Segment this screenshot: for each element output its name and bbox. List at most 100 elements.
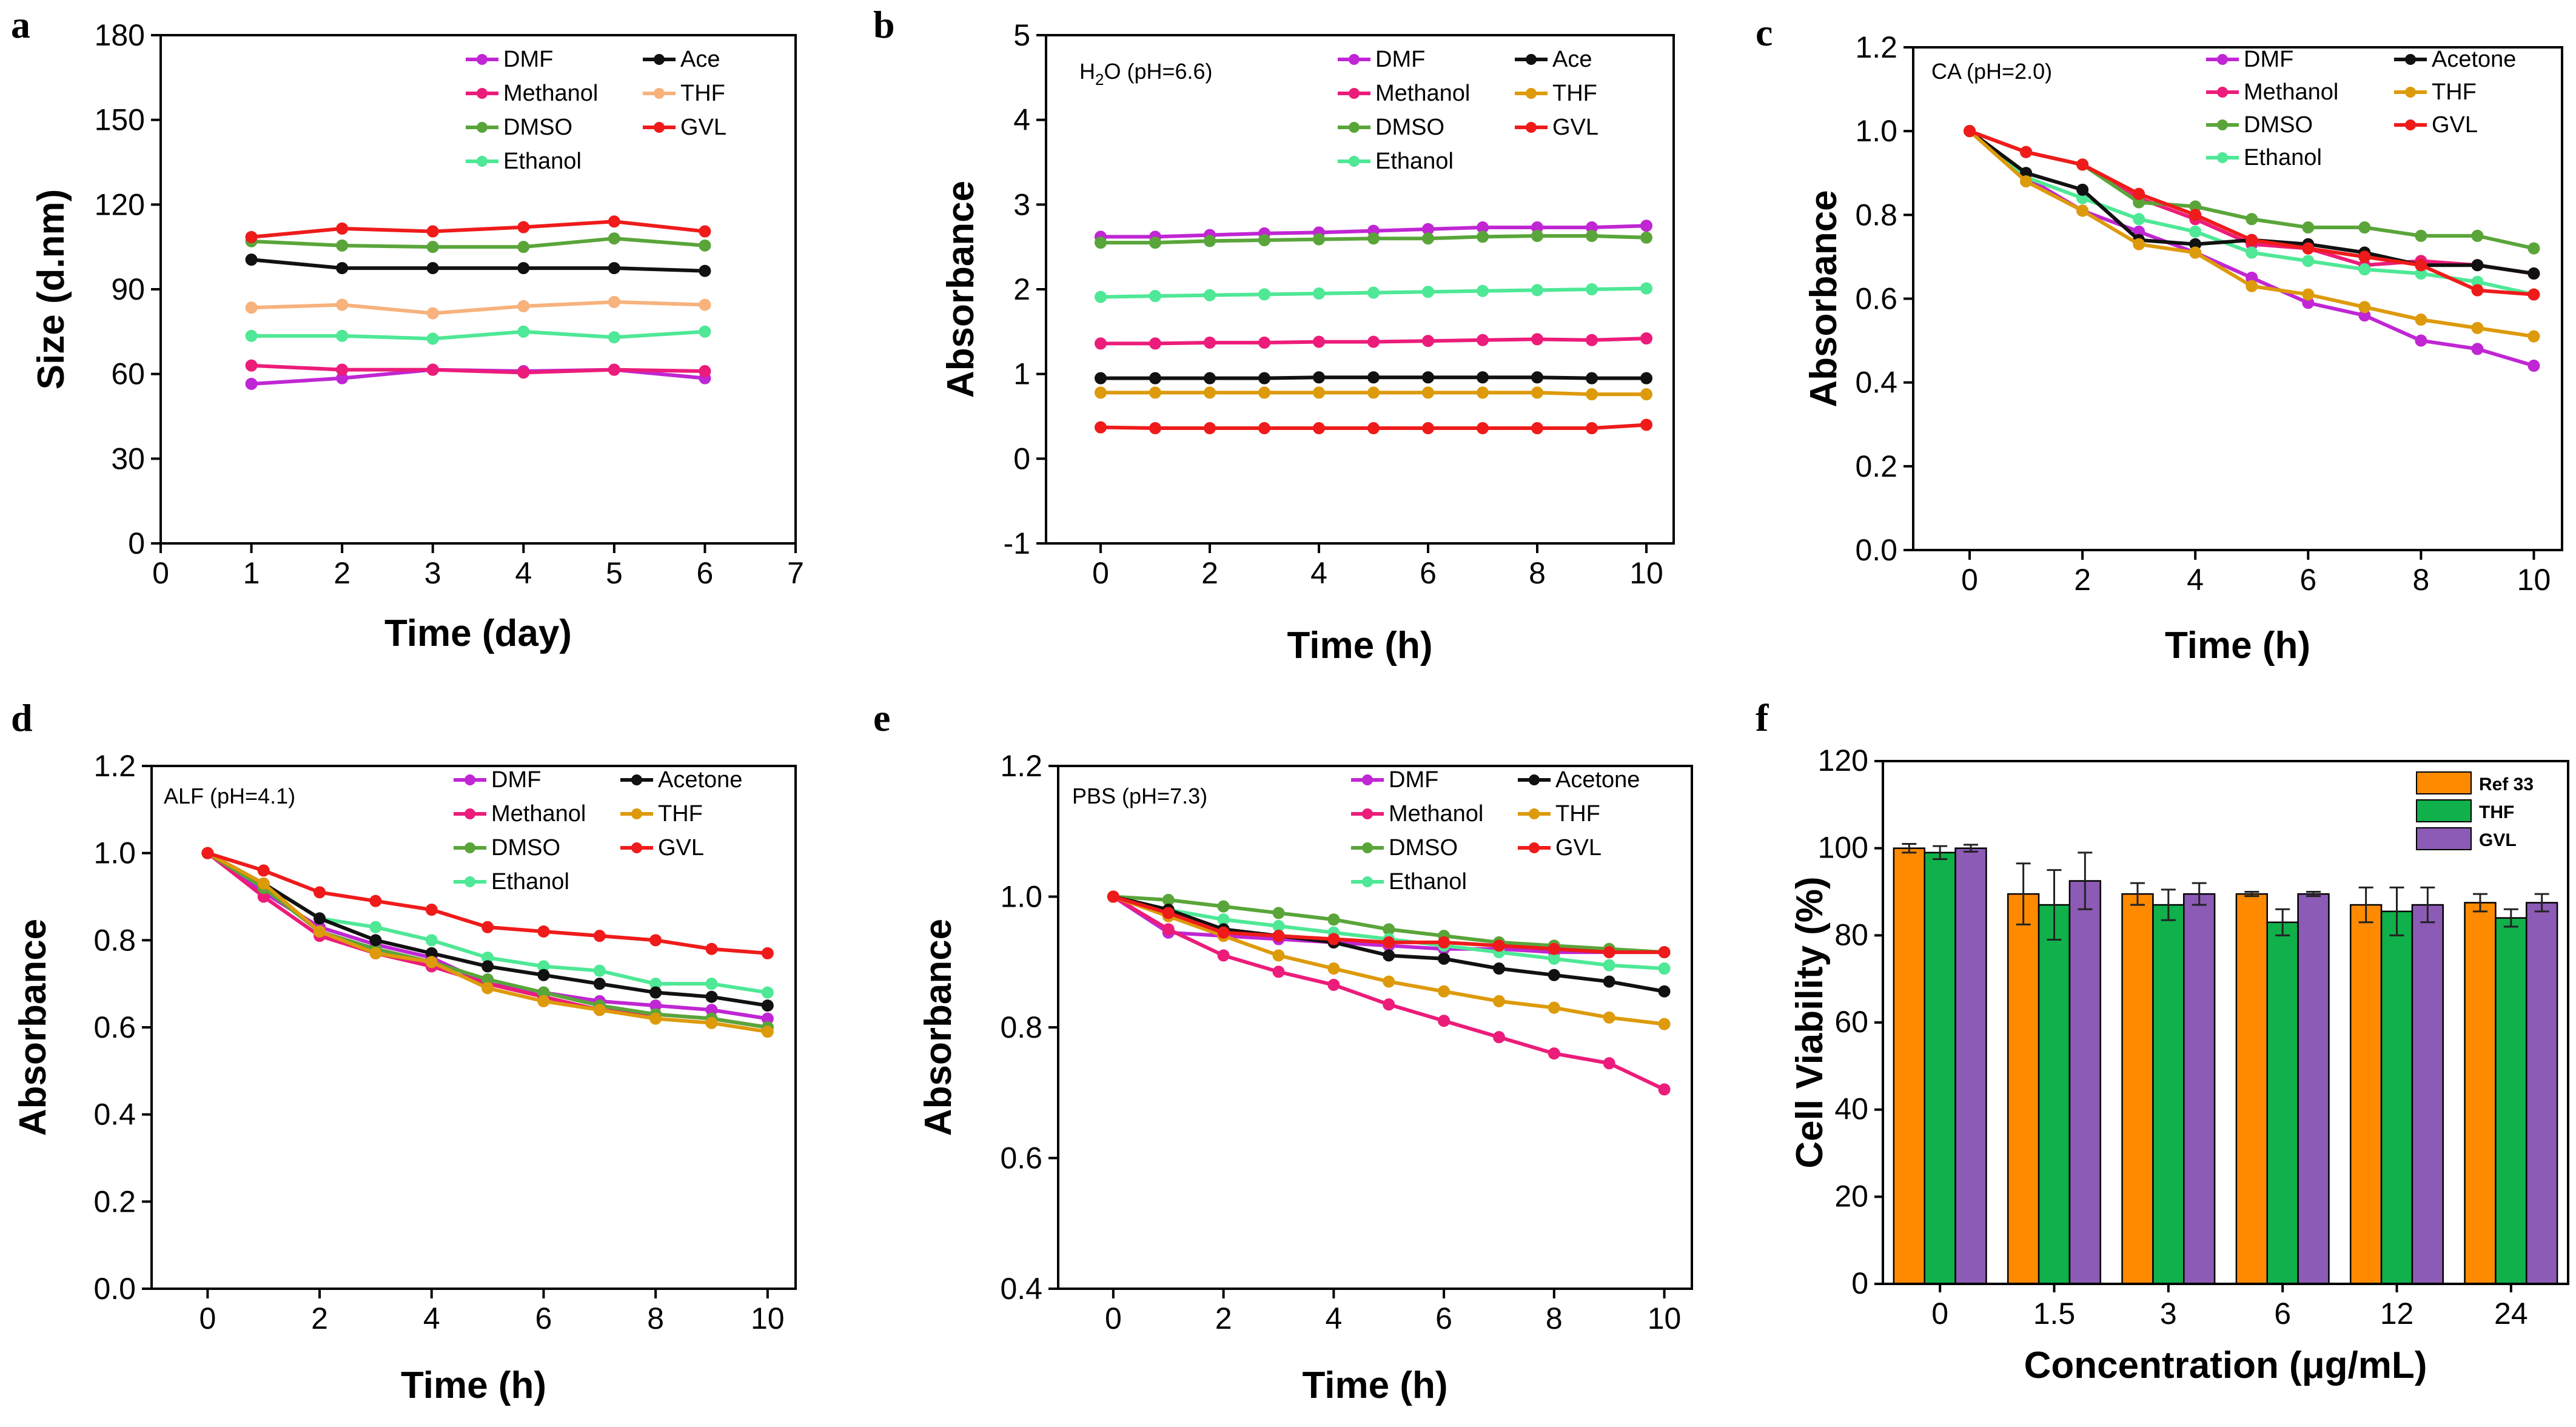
legend-swatch-marker [465, 808, 475, 819]
bar-gvl [2297, 893, 2330, 1285]
data-point [761, 986, 774, 999]
legend-label: DMSO [1375, 115, 1444, 140]
data-point [1149, 237, 1161, 249]
bar-group-0 [1893, 842, 1987, 1285]
y-tick-label: 30 [111, 442, 145, 475]
data-point [1492, 1031, 1505, 1044]
data-point [1258, 422, 1270, 435]
data-point [245, 329, 258, 342]
panel-b: b -1 0 1 2 3 4 5 0 2 4 6 8 10 Time (h) Absorbance H2O (p… [873, 3, 1675, 666]
series-methanol [201, 847, 774, 1033]
legend-item-dmf: DMF [1351, 767, 1438, 793]
legend-label: DMF [1375, 47, 1425, 72]
legend-swatch-marker [1529, 808, 1540, 819]
x-tick-label: 0 [199, 1301, 216, 1335]
x-tick-label: 4 [515, 556, 532, 590]
data-point [517, 221, 530, 233]
legend-swatch-marker [2405, 87, 2416, 98]
legend-label: Ref 33 [2479, 774, 2534, 794]
legend-label: DMSO [1389, 835, 1458, 861]
data-point [1531, 422, 1543, 435]
panel-letter: b [873, 3, 895, 46]
data-point [608, 331, 620, 344]
data-point [369, 947, 382, 959]
data-point [1964, 125, 1976, 138]
data-point [1640, 418, 1652, 431]
legend-item-acetone: Acetone [1518, 767, 1640, 793]
y-tick-label: 5 [1013, 18, 1030, 52]
data-point [1204, 235, 1216, 247]
data-point [1204, 289, 1216, 301]
data-point [1492, 939, 1505, 952]
y-tick-label: 0.8 [1855, 198, 1897, 232]
data-point [1586, 334, 1598, 346]
data-point [2246, 280, 2258, 292]
data-point [1095, 372, 1107, 384]
panel-letter: a [11, 3, 30, 46]
series-methanol [1095, 332, 1652, 350]
data-point [245, 377, 258, 390]
legend-swatch-marker [654, 54, 665, 65]
data-point [1095, 421, 1107, 434]
panel-a: a 0 30 60 90 120 150 180 0 1 2 3 4 5 6 7 Time (day) Size … [11, 3, 804, 654]
x-tick-label: 8 [1546, 1301, 1563, 1335]
y-tick-label: 0.8 [93, 923, 136, 957]
data-point [426, 241, 439, 254]
series-ethanol [1095, 282, 1652, 303]
data-point [1383, 936, 1395, 949]
data-point [426, 307, 439, 320]
data-point [1640, 220, 1652, 232]
legend-item-gvl: GVL [2394, 112, 2478, 138]
series-dmso [201, 847, 774, 1033]
data-point [245, 301, 258, 314]
legend-swatch [2416, 771, 2472, 794]
data-point [1640, 231, 1652, 244]
data-point [1313, 386, 1325, 399]
data-point [2471, 259, 2484, 272]
data-point [1422, 386, 1434, 399]
legend-label: DMF [1389, 767, 1438, 793]
data-point [1095, 237, 1107, 249]
data-point [1603, 975, 1615, 988]
data-point [336, 222, 349, 235]
legend-item-dmso: DMSO [466, 115, 572, 140]
x-tick-label: 2 [1201, 556, 1218, 590]
legend-item-gvl: GVL [2416, 827, 2517, 850]
data-point [699, 239, 711, 252]
legend-item-ace: Ace [643, 47, 720, 72]
y-tick-label: 60 [111, 357, 145, 391]
series-line-ace [251, 258, 705, 273]
data-point [481, 982, 494, 995]
legend-swatch-marker [1349, 54, 1360, 65]
data-point [1204, 336, 1216, 349]
data-point [1383, 975, 1395, 988]
data-point [1313, 287, 1325, 300]
data-point [2471, 229, 2484, 242]
legend-item-gvl: GVL [643, 115, 726, 140]
bar-ref-33 [2007, 893, 2040, 1285]
data-point [608, 232, 620, 245]
data-point [1204, 372, 1216, 384]
data-point [608, 363, 620, 376]
legend-swatch [2416, 799, 2472, 822]
data-point [1258, 288, 1270, 301]
legend-label: Ethanol [2244, 145, 2322, 170]
legend-item-ethanol: Ethanol [1338, 149, 1454, 174]
data-point [426, 363, 439, 376]
data-point [1438, 985, 1451, 998]
legend-item-methanol: Methanol [2206, 79, 2338, 105]
data-point [517, 366, 530, 379]
legend-label: DMF [491, 767, 541, 793]
series-ethanol [245, 325, 711, 345]
x-tick-label: 1 [243, 556, 260, 590]
data-point [2246, 233, 2258, 246]
data-point [1531, 386, 1543, 399]
panel-letter: c [1756, 11, 1773, 54]
legend-label: THF [1552, 81, 1597, 106]
legend-label: Ace [1552, 47, 1592, 72]
data-point [1640, 372, 1652, 384]
legend-label: DMF [503, 47, 553, 72]
data-point [1149, 337, 1161, 350]
y-axis-title: Cell Viability (%) [1789, 876, 1831, 1168]
legend-item-thf: THF [1515, 81, 1597, 106]
